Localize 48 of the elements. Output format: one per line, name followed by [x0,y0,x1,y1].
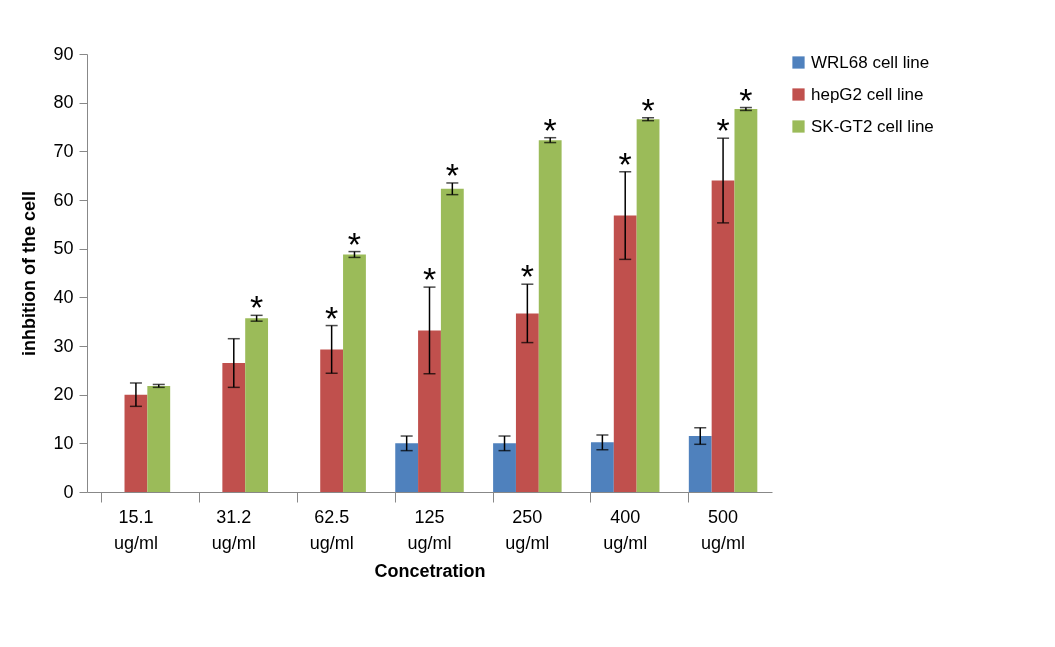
data-label: * [716,111,730,150]
y-axis-title: inhbition of the cell [19,191,40,356]
legend-label: hepG2 cell line [811,84,924,104]
x-tick-label: 400 ug/ml [603,506,648,553]
y-tick-label: 60 [53,189,74,210]
data-label: * [543,110,557,149]
bar [515,313,539,492]
y-tick-label: 10 [53,432,74,453]
legend-label: WRL68 cell line [811,52,930,72]
x-tick-label: 250 ug/ml [505,506,550,553]
y-tick-label: 30 [53,335,74,356]
x-tick-label: 62.5 ug/ml [309,506,354,553]
x-tick-label: 15.1 ug/ml [113,506,158,553]
x-axis-title: Concetration [374,560,486,581]
data-label: * [347,224,362,263]
data-label: * [325,298,339,337]
data-label: * [422,260,437,299]
bar [418,330,441,492]
bar [688,436,712,492]
bar [440,188,464,492]
bar [711,180,735,492]
bar [147,385,171,492]
bar [613,215,637,492]
data-label: * [520,257,534,296]
data-label: * [739,80,753,119]
bar [493,443,516,492]
bar [395,443,419,492]
y-tick-label: 20 [53,384,74,405]
data-label: * [641,90,655,129]
y-tick-label: 0 [63,481,74,502]
legend-label: SK-GT2 cell line [811,116,934,136]
bar [636,119,660,492]
data-label: * [250,288,264,327]
bar [124,394,148,492]
x-tick-label: 125 ug/ml [407,506,452,553]
y-tick-label: 50 [53,238,74,259]
data-label: * [445,155,459,194]
data-label: * [618,144,632,183]
x-tick-label: 31.2 ug/ml [211,506,256,553]
y-tick-label: 90 [53,43,74,64]
bar [590,442,614,492]
bar [734,108,758,492]
x-tick-label: 500 ug/ml [701,506,746,553]
bar [222,363,246,492]
y-tick-label: 40 [53,286,74,307]
bar [320,349,344,492]
y-tick-label: 80 [53,92,74,113]
y-tick-label: 70 [53,140,74,161]
